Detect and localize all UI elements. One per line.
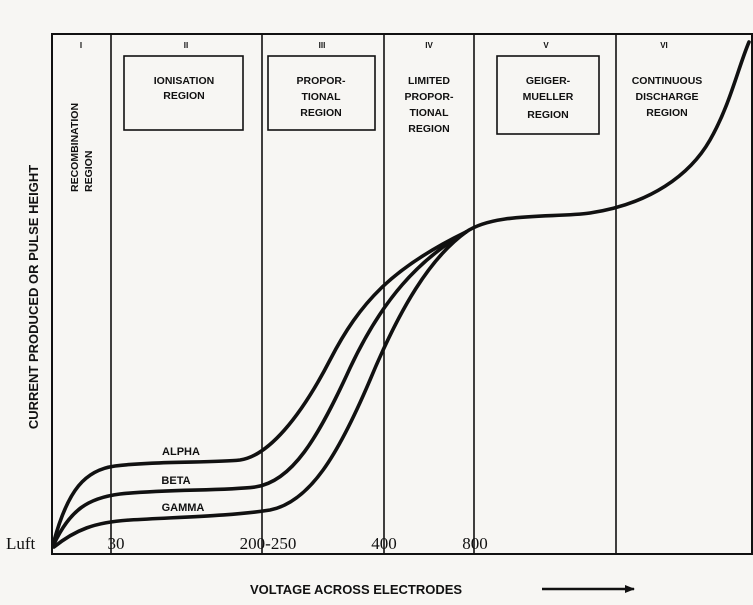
- region-iii-label-line: REGION: [300, 107, 341, 119]
- region-ii-box: [123, 55, 244, 131]
- region-iii-box: [267, 55, 376, 131]
- region-ii-label-line: IONISATION: [154, 75, 214, 87]
- beta-curve: [52, 230, 468, 546]
- region-v-numeral: V: [543, 41, 549, 50]
- tick-label-30: 30: [108, 534, 125, 553]
- region-v-label-line: REGION: [527, 109, 568, 121]
- region-ii-label-line: REGION: [163, 90, 204, 102]
- tick-label-200-250: 200-250: [240, 534, 297, 553]
- region-iii-label: PROPOR- TIONAL REGION: [296, 75, 346, 119]
- tick-label-800: 800: [462, 534, 488, 553]
- alpha-label: ALPHA: [162, 446, 200, 458]
- region-v-label: GEIGER- MUELLER REGION: [523, 75, 574, 121]
- saturation-curve: [464, 40, 751, 234]
- region-v-label-line: GEIGER-: [526, 75, 571, 87]
- tick-label-luft: Luft: [6, 534, 36, 553]
- region-vi-numeral: VI: [660, 41, 668, 50]
- tick-label-400: 400: [371, 534, 397, 553]
- region-iv-numeral: IV: [425, 41, 433, 50]
- region-iv-label-line: PROPOR-: [404, 91, 454, 103]
- region-vi-label-line: CONTINUOUS: [632, 75, 703, 87]
- region-iv-label: LIMITED PROPOR- TIONAL REGION: [404, 75, 454, 135]
- region-vi-label-line: REGION: [646, 107, 687, 119]
- gamma-label: GAMMA: [162, 502, 205, 514]
- region-ii-numeral: II: [184, 41, 188, 50]
- beta-label: BETA: [161, 475, 190, 487]
- region-iv-label-line: TIONAL: [409, 107, 449, 119]
- region-i-numeral: I: [80, 41, 82, 50]
- region-ii-label: IONISATION REGION: [154, 75, 214, 102]
- region-i-label: RECOMBINATION REGION: [69, 103, 95, 192]
- region-iv-label-line: LIMITED: [408, 75, 450, 87]
- region-vi-label: CONTINUOUS DISCHARGE REGION: [632, 75, 703, 119]
- region-iii-label-line: TIONAL: [301, 91, 341, 103]
- region-v-box: [496, 55, 600, 135]
- x-axis-label: VOLTAGE ACROSS ELECTRODES: [250, 582, 462, 597]
- region-iii-label-line: PROPOR-: [296, 75, 346, 87]
- region-iv-label-line: REGION: [408, 123, 449, 135]
- region-iii-numeral: III: [319, 41, 326, 50]
- plot-frame: [51, 33, 753, 555]
- alpha-curve: [52, 230, 468, 543]
- region-i-label-line: REGION: [83, 151, 95, 192]
- gamma-curve: [52, 230, 468, 549]
- region-v-label-line: MUELLER: [523, 91, 574, 103]
- y-axis-label: CURRENT PRODUCED OR PULSE HEIGHT: [26, 165, 41, 429]
- region-vi-label-line: DISCHARGE: [635, 91, 698, 103]
- region-i-label-line: RECOMBINATION: [69, 103, 81, 192]
